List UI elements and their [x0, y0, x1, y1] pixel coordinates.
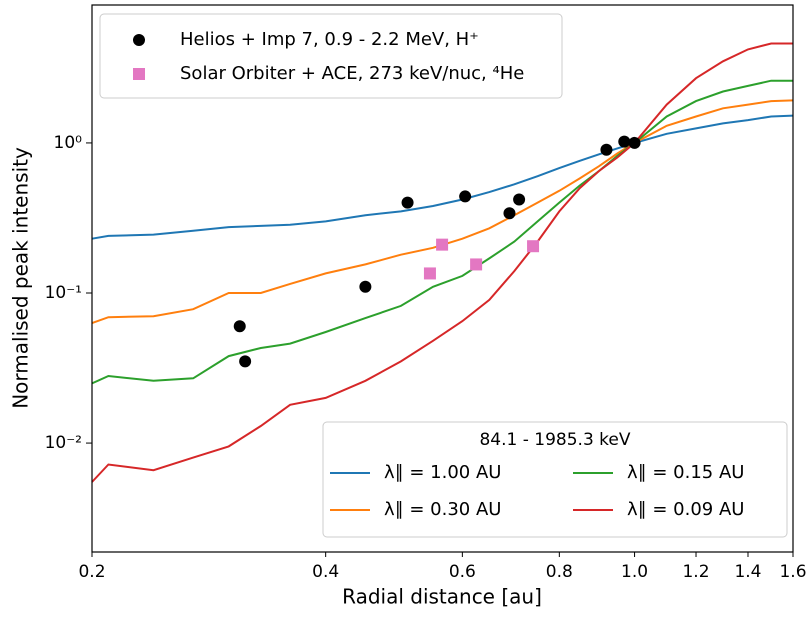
y-axis-label: Normalised peak intensity — [9, 147, 33, 409]
point — [401, 196, 414, 209]
x-tick-label: 0.2 — [78, 562, 105, 582]
point — [359, 280, 372, 293]
point — [233, 320, 246, 333]
y-tick-label: 10⁻² — [45, 433, 82, 453]
legend-box — [322, 421, 788, 538]
point — [470, 258, 483, 271]
y-tick-label: 10⁻¹ — [45, 283, 82, 303]
legend-box — [99, 13, 563, 99]
legend-label: λ∥ = 0.15 AU — [627, 462, 744, 483]
point — [239, 355, 252, 368]
y-tick-label: 10⁰ — [54, 133, 83, 153]
line-series — [91, 79, 793, 385]
legend-label: Helios + Imp 7, 0.9 - 2.2 MeV, H⁺ — [180, 29, 479, 50]
point — [600, 143, 613, 156]
point — [513, 193, 526, 206]
point — [503, 207, 516, 220]
x-tick-label: 0.8 — [546, 562, 573, 582]
point — [423, 267, 436, 280]
legend-label: λ∥ = 1.00 AU — [384, 462, 501, 483]
point — [436, 238, 449, 251]
x-tick-label: 1.0 — [621, 562, 648, 582]
legend-label: λ∥ = 0.09 AU — [627, 499, 744, 520]
line-series — [91, 99, 794, 325]
line-series — [91, 114, 794, 240]
legend-label: λ∥ = 0.30 AU — [384, 499, 501, 520]
x-tick-label: 1.2 — [682, 562, 709, 582]
x-tick-label: 1.4 — [734, 562, 761, 582]
x-tick-label: 1.6 — [779, 562, 806, 582]
x-tick-label: 0.4 — [312, 562, 339, 582]
point — [459, 190, 472, 203]
legend-marker — [133, 68, 145, 80]
legend-title: 84.1 - 1985.3 keV — [479, 430, 630, 450]
point — [527, 240, 540, 253]
legend-marker — [133, 34, 145, 46]
point — [618, 135, 631, 148]
plot-frame — [91, 4, 794, 553]
x-axis-label: Radial distance [au] — [342, 585, 542, 609]
x-tick-label: 0.6 — [449, 562, 476, 582]
line-series — [91, 42, 793, 483]
point — [628, 136, 641, 149]
legend-label: Solar Orbiter + ACE, 273 keV/nuc, ⁴He — [180, 63, 524, 84]
